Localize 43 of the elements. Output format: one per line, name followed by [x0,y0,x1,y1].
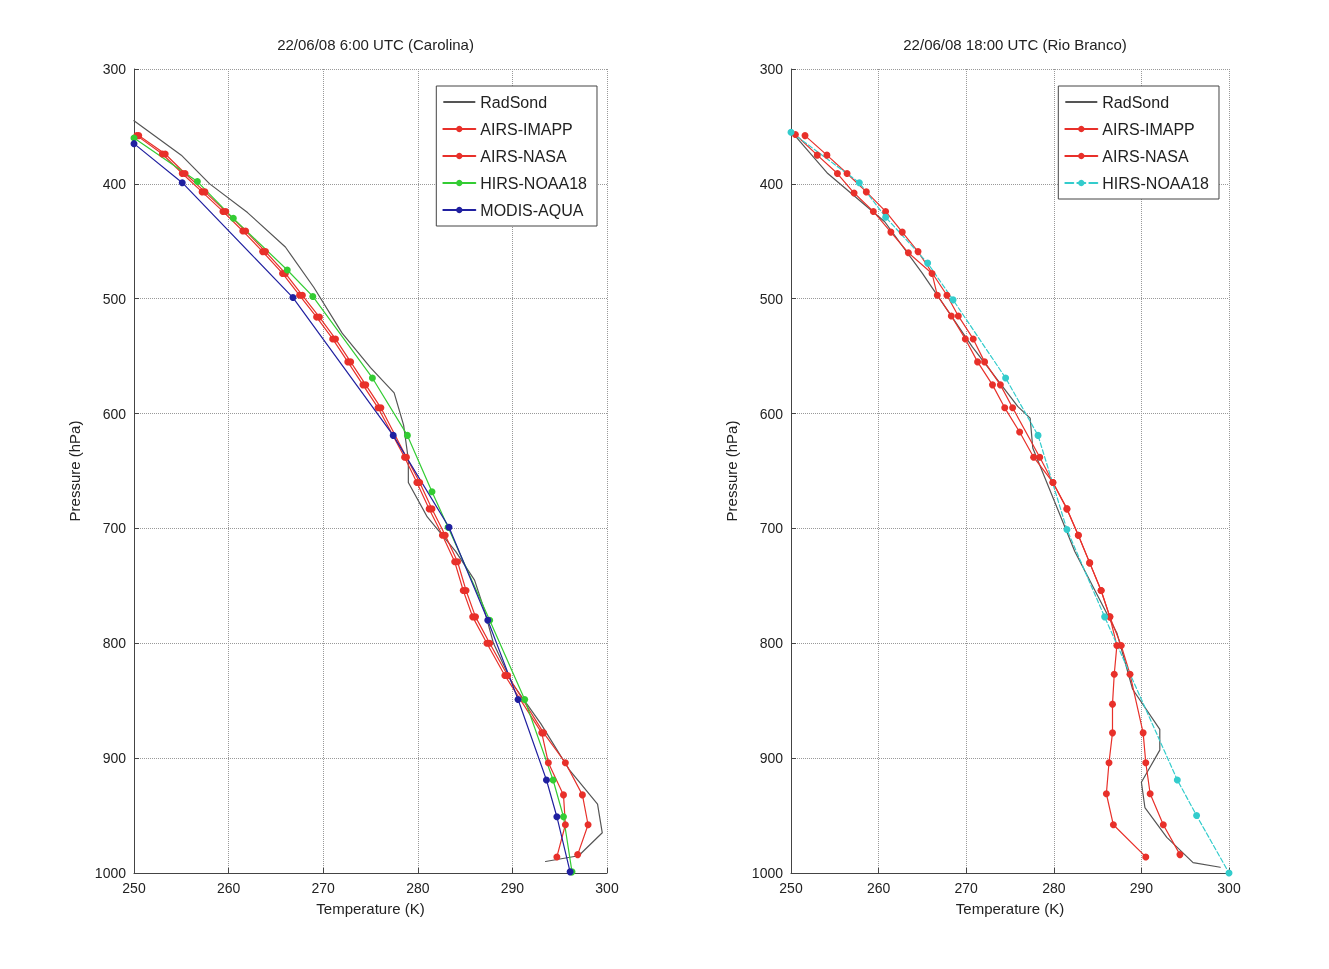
y-tick-label: 600 [759,405,784,422]
y-tick-label: 400 [759,175,784,192]
y-tick-label: 500 [759,290,784,307]
y-tick-label: 1000 [751,865,784,881]
x-tick-label: 300 [1217,880,1241,896]
x-axis-title: Temperature (K) [316,900,425,917]
x-tick-label: 280 [406,880,430,896]
x-tick-label: 270 [311,880,336,896]
legend-label: HIRS-NOAA18 [1102,174,1210,192]
x-tick-label: 300 [595,880,619,896]
y-axis-title: Pressure (hPa) [723,420,740,522]
legend-label: AIRS-IMAPP [480,120,573,138]
y-axis-title: Pressure (hPa) [66,420,83,522]
x-tick-label: 250 [779,880,803,896]
x-tick-label: 250 [122,880,146,896]
y-tick-label: 300 [102,61,127,77]
legend-label: RadSond [1102,93,1170,111]
y-tick-label: 300 [759,61,784,77]
y-tick-label: 900 [102,750,127,767]
x-tick-label: 280 [1042,880,1066,896]
y-tick-label: 900 [759,750,784,767]
y-tick-label: 1000 [94,865,127,881]
legend-label: AIRS-NASA [1102,147,1189,165]
y-tick-label: 800 [102,635,127,652]
y-tick-label: 700 [759,520,784,537]
x-axis-title: Temperature (K) [955,900,1065,917]
x-tick-label: 290 [500,880,525,896]
x-tick-label: 290 [1129,880,1154,896]
chart-title: 22/06/08 6:00 UTC (Carolina) [277,36,474,53]
y-tick-label: 400 [102,175,127,192]
x-tick-label: 260 [216,880,241,896]
x-tick-label: 270 [954,880,979,896]
legend-label: AIRS-IMAPP [1102,120,1195,138]
x-tick-label: 260 [866,880,891,896]
y-tick-label: 500 [102,290,127,307]
legend-label: AIRS-NASA [480,147,567,165]
y-tick-label: 700 [102,520,127,537]
legend-label: MODIS-AQUA [480,201,584,219]
y-tick-label: 800 [759,635,784,652]
chart-title: 22/06/08 18:00 UTC (Rio Branco) [903,36,1127,53]
legend-label: RadSond [480,93,548,111]
y-tick-label: 600 [102,405,127,422]
legend-label: HIRS-NOAA18 [480,174,588,192]
